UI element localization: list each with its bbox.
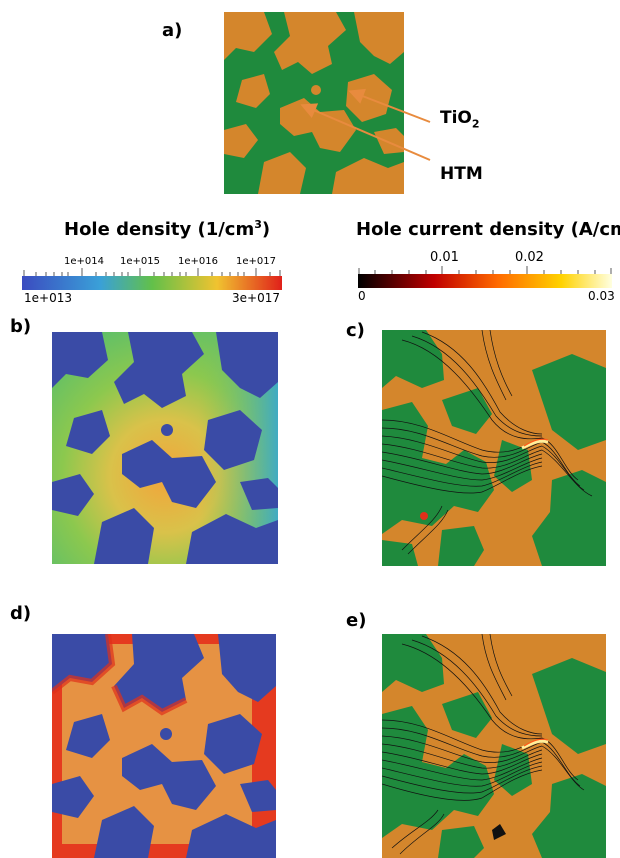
tio2-label: TiO2	[440, 108, 480, 131]
current-density-minor-ticks	[358, 266, 612, 274]
current-density-tick-002: 0.02	[515, 250, 544, 265]
hole-density-tick-1e15: 1e+015	[120, 256, 160, 267]
panel-label-c: c)	[346, 320, 365, 341]
hole-density-tick-1e17: 1e+017	[236, 256, 276, 267]
panel-label-e: e)	[346, 610, 367, 631]
current-density-min-label: 0	[358, 289, 366, 303]
hole-density-gradient-bar	[22, 276, 282, 290]
panel-label-d: d)	[10, 603, 32, 624]
hole-density-tick-1e16: 1e+016	[178, 256, 218, 267]
htm-arrow	[300, 103, 431, 161]
current-hotspot	[521, 439, 549, 450]
current-streamlines-c	[382, 330, 606, 566]
current-density-tick-001: 0.01	[430, 250, 459, 265]
hole-density-tick-1e14: 1e+014	[64, 256, 104, 267]
panel-label-a: a)	[162, 20, 183, 41]
current-density-colorbar-title: Hole current density (A/cm2)	[356, 219, 620, 240]
annotation-arrows	[300, 88, 431, 161]
panel-label-b: b)	[10, 316, 32, 337]
streamline-bundle	[382, 330, 593, 555]
hole-density-map-b	[52, 332, 278, 564]
streamline-bundle-e	[382, 634, 585, 855]
tio2-arrow	[348, 88, 431, 123]
current-density-max-label: 0.03	[588, 289, 615, 303]
current-density-gradient-bar	[358, 274, 612, 288]
hole-density-colorbar-title: Hole density (1/cm3)	[64, 218, 271, 240]
hole-density-map-d	[52, 634, 276, 858]
current-streamlines-e	[382, 634, 606, 858]
morphology-panel-a	[224, 12, 404, 194]
hole-density-max-label: 3e+017	[232, 291, 280, 305]
htm-label: HTM	[440, 164, 483, 184]
current-density-colorbar	[358, 266, 612, 288]
hole-density-min-label: 1e+013	[24, 291, 72, 305]
hole-density-minor-ticks	[23, 268, 281, 276]
hole-density-colorbar	[22, 268, 282, 290]
